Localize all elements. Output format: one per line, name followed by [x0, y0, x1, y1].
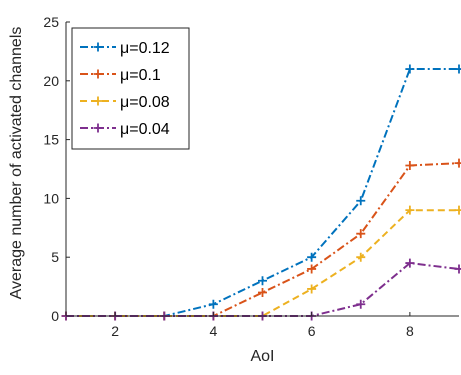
legend: μ=0.12 μ=0.1 μ=0.08 μ=0.04	[71, 27, 190, 150]
y-axis-title: Average number of activated channels	[8, 27, 25, 300]
axes	[65, 22, 459, 317]
series-line-3	[66, 209, 459, 317]
legend-marker	[93, 123, 103, 133]
y-tick-label: 10	[43, 190, 59, 206]
data-point	[208, 299, 218, 309]
data-point	[307, 264, 317, 274]
data-point	[454, 205, 461, 215]
data-point	[405, 258, 415, 268]
data-point	[405, 160, 415, 170]
data-point	[258, 287, 267, 297]
legend-label: μ=0.12	[120, 40, 170, 57]
data-point	[356, 252, 366, 262]
legend-label: μ=0.1	[120, 67, 161, 84]
data-point	[356, 299, 366, 309]
x-axis-title: AoI	[250, 348, 274, 365]
legend-label: μ=0.08	[120, 94, 170, 111]
data-point	[454, 158, 461, 168]
y-tick-label: 25	[43, 14, 59, 30]
data-point	[405, 64, 415, 74]
x-tick-label: 2	[111, 323, 119, 339]
y-tick-label: 15	[43, 132, 59, 148]
legend-label: μ=0.04	[120, 121, 170, 138]
y-tick-label: 20	[43, 73, 59, 89]
ticks: 2 4 6 8 0 5 10 15 20 25	[43, 14, 414, 339]
x-tick-label: 6	[308, 323, 316, 339]
data-point	[307, 284, 317, 294]
data-point	[258, 276, 267, 286]
x-tick-label: 8	[406, 323, 414, 339]
data-point	[356, 229, 366, 239]
data-point	[356, 196, 366, 206]
data-point	[454, 264, 461, 274]
data-point	[307, 252, 317, 262]
y-tick-label: 5	[51, 249, 59, 265]
legend-marker	[93, 69, 103, 79]
data-point	[454, 64, 461, 74]
y-tick-label: 0	[51, 308, 59, 324]
x-tick-label: 4	[209, 323, 217, 339]
data-point	[405, 205, 415, 215]
legend-marker	[93, 96, 103, 106]
legend-marker	[93, 42, 103, 52]
